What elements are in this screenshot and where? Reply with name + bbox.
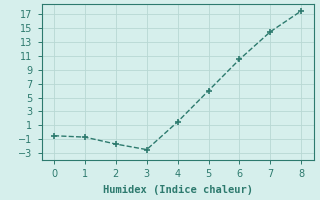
- X-axis label: Humidex (Indice chaleur): Humidex (Indice chaleur): [103, 185, 252, 195]
